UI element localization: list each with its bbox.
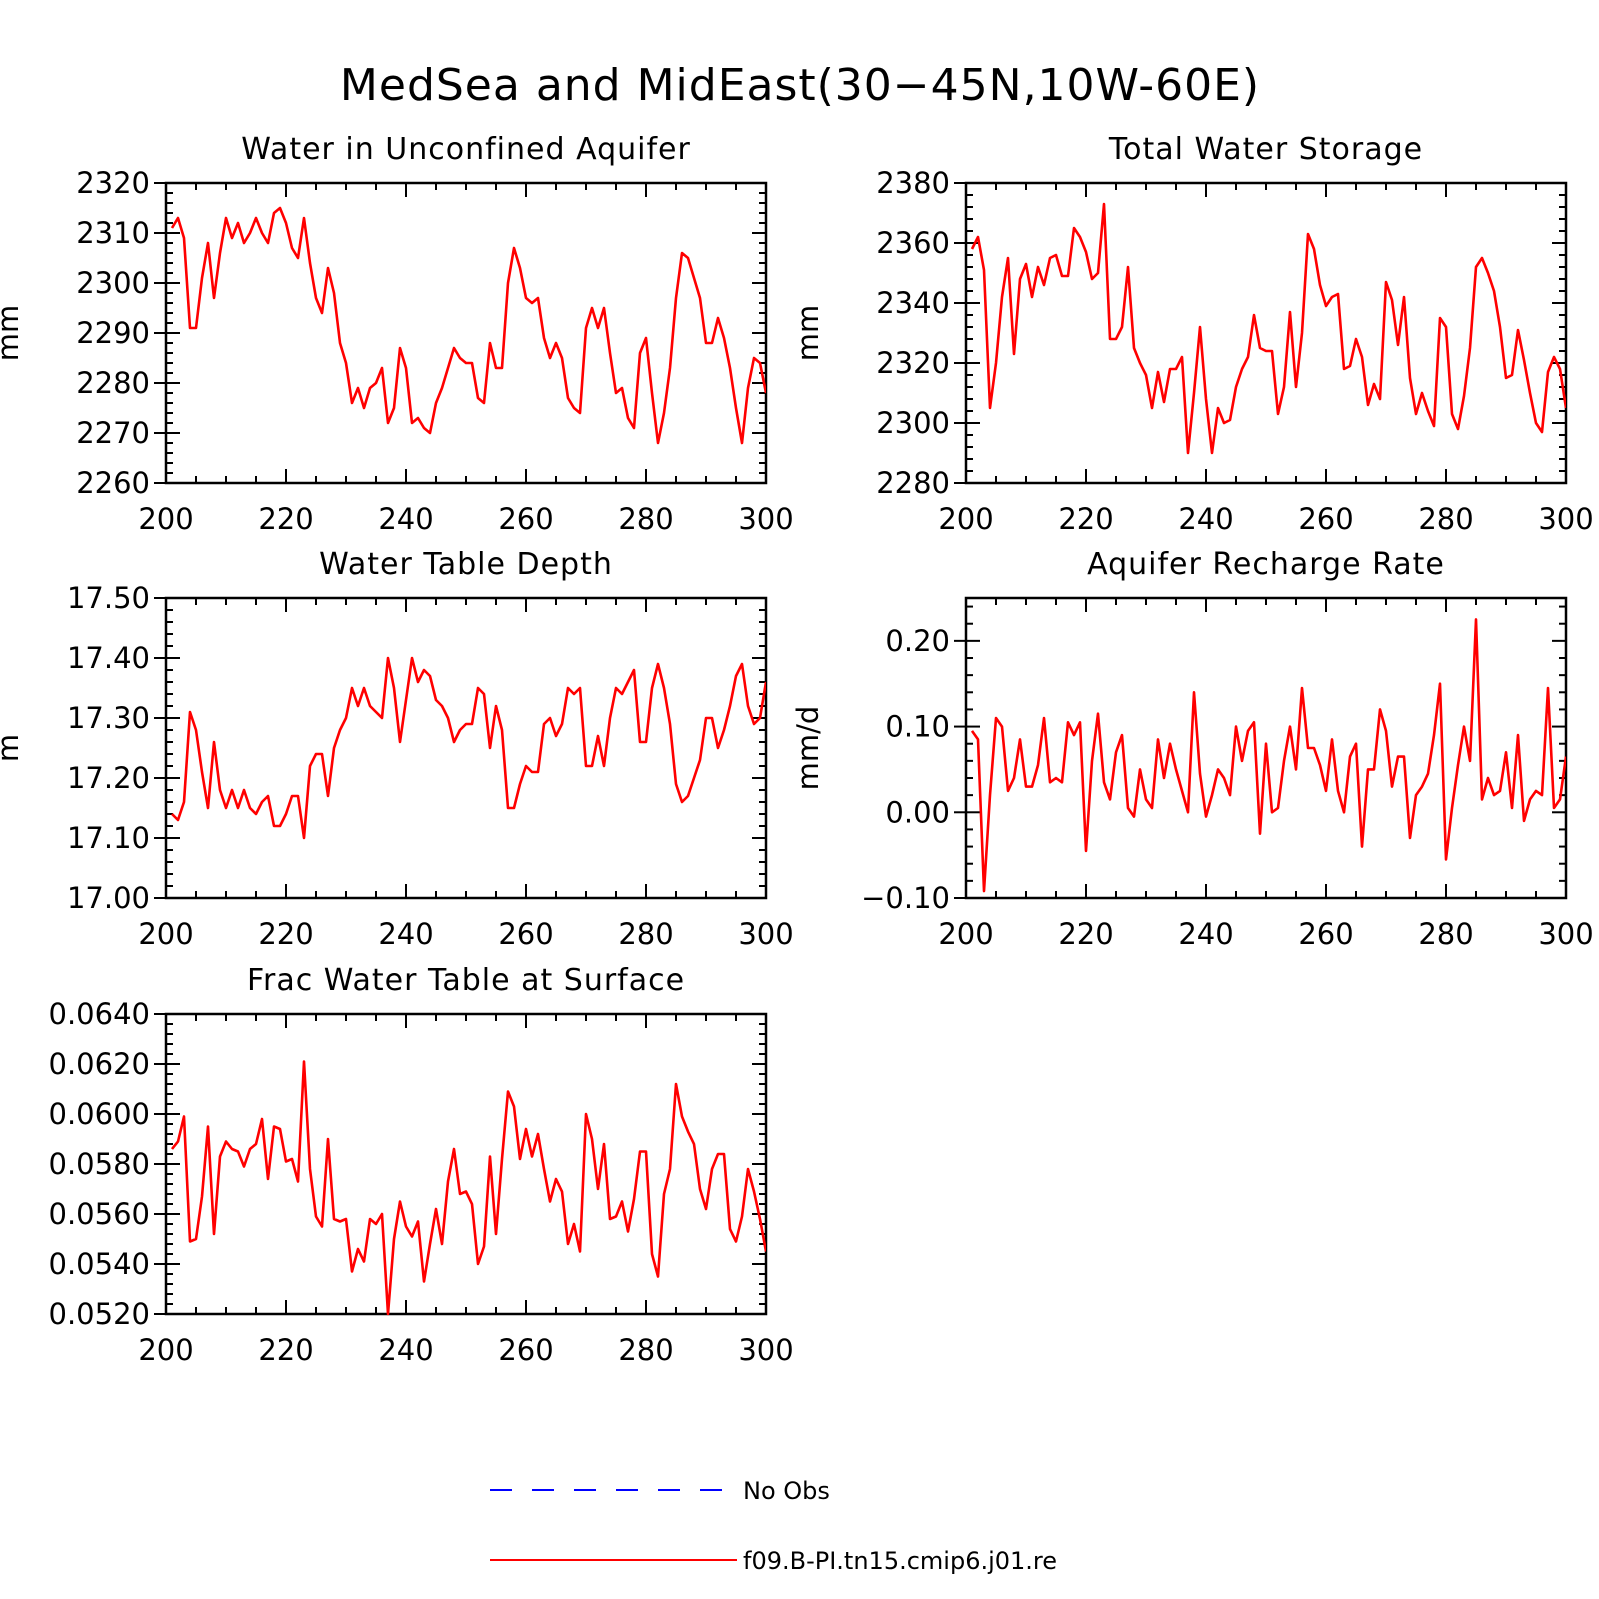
y-tick-label: 17.40 [67, 641, 150, 675]
y-axis-label: mm/d [791, 706, 825, 791]
x-tick-label: 280 [1418, 502, 1473, 536]
y-tick-label: 0.0560 [49, 1197, 150, 1231]
x-tick-label: 280 [618, 917, 673, 951]
y-axis-label: mm [0, 305, 25, 362]
series-line [170, 1060, 766, 1316]
y-tick-label: −0.10 [861, 881, 950, 915]
panel-title: Water Table Depth [319, 547, 613, 582]
y-tick-label: 2280 [876, 466, 950, 500]
panel-1: Water in Unconfined Aquifer 200 220 240 260 2… [0, 132, 794, 536]
x-tick-label: 200 [938, 502, 993, 536]
panel-title: Frac Water Table at Surface [247, 963, 685, 998]
x-tick-label: 220 [258, 1333, 313, 1367]
x-tick-label: 220 [1058, 502, 1113, 536]
x-tick-label: 240 [378, 917, 433, 951]
x-tick-label: 220 [258, 502, 313, 536]
y-tick-label: 2360 [876, 226, 950, 260]
x-tick-label: 200 [138, 1333, 193, 1367]
y-tick-label: 2260 [76, 466, 150, 500]
plot-frame [964, 181, 1568, 485]
panel-2: Total Water Storage 200 220 240 260 280 300 228… [791, 132, 1594, 536]
panel-3: Water Table Depth 200 220 240 260 280 300 17.00… [0, 547, 794, 951]
x-tick-label: 280 [618, 502, 673, 536]
x-tick-label: 300 [1538, 917, 1593, 951]
x-tick-label: 260 [1298, 917, 1353, 951]
y-tick-label: 0.10 [885, 710, 950, 744]
y-tick-label: 17.20 [67, 761, 150, 795]
x-tick-label: 260 [498, 502, 553, 536]
panel-title: Water in Unconfined Aquifer [241, 132, 691, 167]
y-tick-label: 0.20 [885, 624, 950, 658]
x-tick-label: 200 [138, 917, 193, 951]
panel-5: Frac Water Table at Surface 200 220 240 260 2… [49, 963, 794, 1367]
y-tick-label: 17.00 [67, 881, 150, 915]
y-tick-label: 2340 [876, 286, 950, 320]
x-tick-label: 240 [378, 502, 433, 536]
y-tick-label: 2300 [76, 266, 150, 300]
y-axis-label: mm [791, 305, 825, 362]
panel-4: Aquifer Recharge Rate 200 220 240 260 280 300 −… [791, 547, 1594, 951]
x-tick-label: 260 [1298, 502, 1353, 536]
x-tick-label: 280 [1418, 917, 1473, 951]
y-tick-label: 2320 [76, 166, 150, 200]
y-tick-label: 2290 [76, 316, 150, 350]
panel-title: Total Water Storage [1108, 132, 1423, 167]
legend-label-no-obs: No Obs [743, 1477, 830, 1505]
x-tick-label: 260 [498, 1333, 553, 1367]
x-tick-label: 300 [1538, 502, 1593, 536]
y-tick-label: 2300 [876, 406, 950, 440]
y-tick-label: 0.0600 [49, 1097, 150, 1131]
y-tick-label: 0.0520 [49, 1297, 150, 1331]
legend-label-model: f09.B-PI.tn15.cmip6.j01.re [743, 1547, 1057, 1575]
x-tick-label: 240 [1178, 917, 1233, 951]
x-tick-label: 280 [618, 1333, 673, 1367]
y-tick-label: 0.0620 [49, 1047, 150, 1081]
x-tick-label: 300 [738, 1333, 793, 1367]
y-tick-label: 0.0640 [49, 997, 150, 1031]
plot-frame [164, 181, 768, 485]
y-tick-label: 2270 [76, 416, 150, 450]
x-tick-label: 300 [738, 917, 793, 951]
plot-frame [164, 1012, 768, 1316]
x-tick-label: 200 [938, 917, 993, 951]
y-tick-label: 2280 [76, 366, 150, 400]
y-axis-label: m [0, 734, 25, 762]
x-tick-label: 220 [1058, 917, 1113, 951]
x-tick-label: 300 [738, 502, 793, 536]
x-tick-label: 200 [138, 502, 193, 536]
series-line [171, 656, 766, 840]
y-tick-label: 17.10 [67, 821, 150, 855]
y-tick-label: 2310 [76, 216, 150, 250]
series-line [170, 206, 766, 445]
y-tick-label: 0.00 [885, 795, 950, 829]
y-tick-label: 17.30 [67, 701, 150, 735]
y-tick-label: 17.50 [67, 581, 150, 615]
x-tick-label: 260 [498, 917, 553, 951]
y-tick-label: 2320 [876, 346, 950, 380]
series-line [970, 202, 1566, 455]
plot-frame [164, 596, 768, 900]
x-tick-label: 240 [378, 1333, 433, 1367]
x-tick-label: 220 [258, 917, 313, 951]
x-tick-label: 240 [1178, 502, 1233, 536]
series-line [970, 618, 1566, 893]
y-tick-label: 0.0580 [49, 1147, 150, 1181]
panel-title: Aquifer Recharge Rate [1087, 547, 1445, 582]
legend: No Obs f09.B-PI.tn15.cmip6.j01.re [490, 1477, 1057, 1575]
main-title: MedSea and MidEast(30−45N,10W-60E) [340, 60, 1260, 111]
panels: Water in Unconfined Aquifer 200 220 240 260 2… [0, 132, 1594, 1367]
y-tick-label: 0.0540 [49, 1247, 150, 1281]
y-tick-label: 2380 [876, 166, 950, 200]
